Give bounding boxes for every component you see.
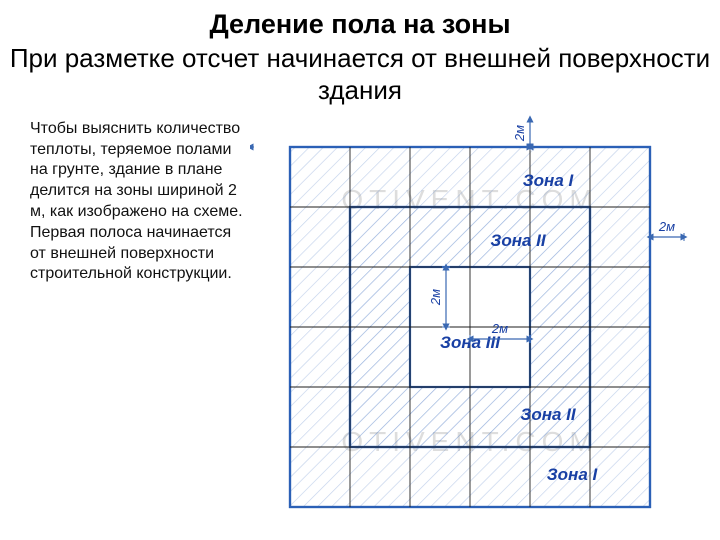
description-text: Чтобы выяснить количество теплоты, теряе…	[30, 107, 250, 285]
svg-text:2м: 2м	[512, 125, 527, 142]
page-subtitle: При разметке отсчет начинается от внешне…	[0, 42, 720, 107]
zone-label: Зона II	[520, 405, 576, 424]
svg-text:2м: 2м	[428, 289, 443, 306]
zone-label: Зона I	[523, 171, 575, 190]
page-title: Деление пола на зоны	[0, 8, 720, 42]
svg-text:2м: 2м	[658, 219, 675, 234]
svg-text:2м: 2м	[491, 321, 508, 336]
zone-label: Зона I	[547, 465, 599, 484]
zone-label: Зона II	[490, 231, 546, 250]
zones-diagram: OTIVENT.COMOTIVENT.COMЗона IЗона IIЗона …	[250, 107, 720, 537]
